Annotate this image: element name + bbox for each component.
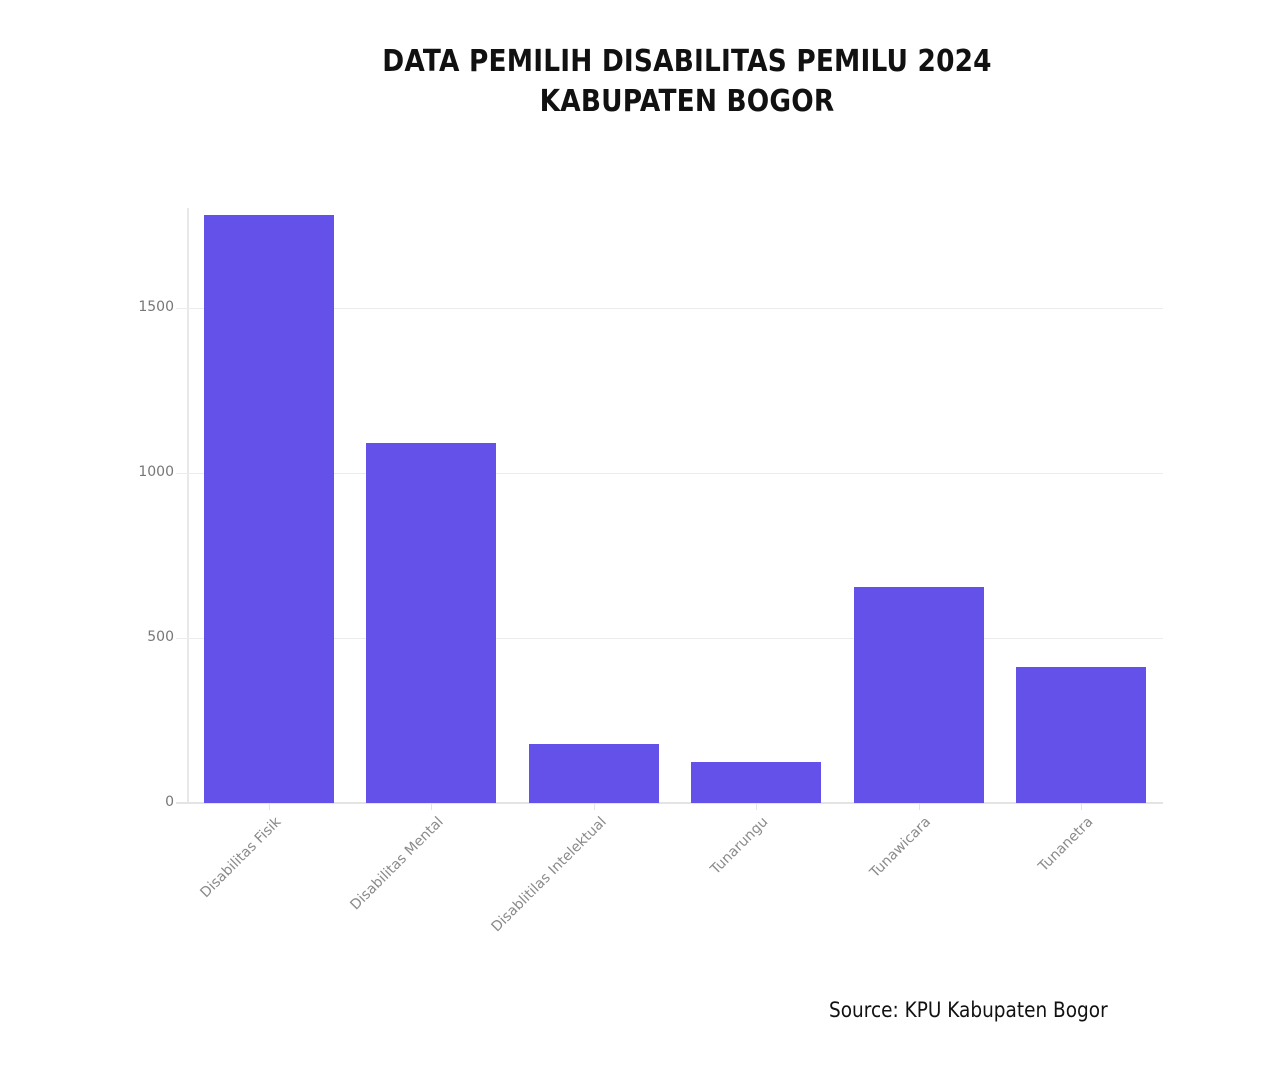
x-tick <box>756 804 758 810</box>
bar-tunawicara[interactable] <box>853 586 984 803</box>
x-tick <box>1081 804 1082 810</box>
x-tick-label: Disablitilas Intelektual <box>488 814 610 936</box>
x-tick <box>431 804 433 810</box>
y-tick-label: 1000 <box>138 464 174 480</box>
chart-title: DATA PEMILIH DISABILITAS PEMILU 2024 KAB… <box>82 42 1280 122</box>
y-tick-label: 1500 <box>138 299 174 315</box>
x-tick-label: Tunanetra <box>1035 814 1097 875</box>
bar-disablitilas-intelektual[interactable] <box>528 743 659 803</box>
x-tick-label: Disabilitas Fisik <box>197 814 285 902</box>
bar-disabilitas-fisik[interactable] <box>204 214 334 803</box>
bar-tunanetra[interactable] <box>1016 667 1146 803</box>
y-axis-line <box>187 208 189 804</box>
bar-disabilitas-mental[interactable] <box>366 442 497 803</box>
source-caption: Source: KPU Kabupaten Bogor <box>829 998 1108 1022</box>
gridline <box>176 472 1163 474</box>
x-axis-line <box>176 802 1163 804</box>
x-tick-label: Tunarungu <box>707 814 772 878</box>
chart-title-line2: KABUPATEN BOGOR <box>539 84 835 119</box>
y-tick-label: 0 <box>165 794 174 810</box>
gridline <box>176 307 1163 309</box>
gridline <box>176 637 1163 639</box>
x-tick <box>918 804 920 810</box>
x-tick-label: Disabilitas Mental <box>347 814 448 914</box>
x-tick <box>269 804 270 810</box>
chart-title-line1: DATA PEMILIH DISABILITAS PEMILU 2024 <box>382 44 992 79</box>
x-tick-label: Tunawicara <box>866 814 934 881</box>
bar-tunarungu[interactable] <box>691 762 822 803</box>
x-tick <box>593 804 595 810</box>
y-tick-label: 500 <box>147 629 174 645</box>
